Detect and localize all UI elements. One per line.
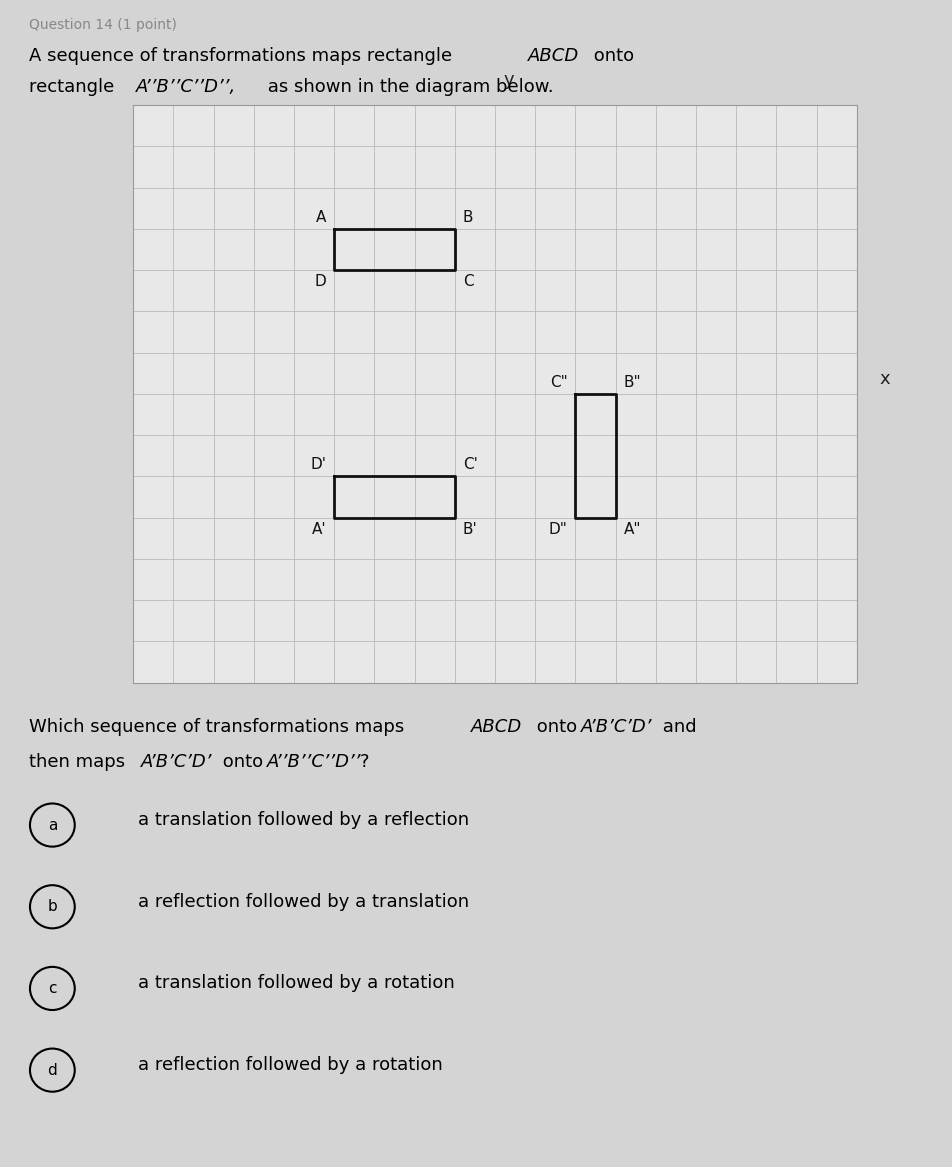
Text: A sequence of transformations maps rectangle: A sequence of transformations maps recta… (29, 47, 457, 64)
Text: and: and (657, 718, 697, 735)
Text: B: B (463, 210, 473, 225)
Text: then maps: then maps (29, 753, 130, 770)
Text: C: C (463, 274, 473, 289)
Text: A: A (316, 210, 327, 225)
Text: A’B’C’D’: A’B’C’D’ (581, 718, 652, 735)
Text: A": A" (624, 522, 641, 537)
Text: as shown in the diagram below.: as shown in the diagram below. (262, 78, 553, 96)
Text: ABCD: ABCD (528, 47, 580, 64)
Text: B': B' (463, 522, 478, 537)
Text: a reflection followed by a rotation: a reflection followed by a rotation (138, 1056, 443, 1074)
Text: onto: onto (531, 718, 583, 735)
Text: a: a (48, 818, 57, 832)
Text: C': C' (463, 457, 478, 473)
Text: C": C" (549, 375, 567, 390)
Text: a reflection followed by a translation: a reflection followed by a translation (138, 893, 469, 910)
Text: b: b (48, 900, 57, 914)
Text: y: y (503, 70, 514, 89)
Text: A’’B’’C’’D’’: A’’B’’C’’D’’ (267, 753, 361, 770)
Text: d: d (48, 1063, 57, 1077)
Text: D: D (314, 274, 327, 289)
Text: Question 14 (1 point): Question 14 (1 point) (29, 18, 176, 32)
Text: A': A' (311, 522, 327, 537)
Text: ?: ? (360, 753, 369, 770)
Text: B": B" (624, 375, 642, 390)
Text: A’’B’’C’’D’’,: A’’B’’C’’D’’, (136, 78, 236, 96)
Text: onto: onto (217, 753, 268, 770)
Text: ABCD: ABCD (471, 718, 523, 735)
Text: x: x (880, 370, 890, 387)
Text: onto: onto (588, 47, 634, 64)
Text: rectangle: rectangle (29, 78, 120, 96)
Text: D": D" (548, 522, 567, 537)
Text: a translation followed by a reflection: a translation followed by a reflection (138, 811, 469, 829)
Text: Which sequence of transformations maps: Which sequence of transformations maps (29, 718, 409, 735)
Text: A’B’C’D’: A’B’C’D’ (141, 753, 212, 770)
Text: c: c (49, 981, 56, 995)
Text: a translation followed by a rotation: a translation followed by a rotation (138, 974, 455, 992)
Text: D': D' (310, 457, 327, 473)
